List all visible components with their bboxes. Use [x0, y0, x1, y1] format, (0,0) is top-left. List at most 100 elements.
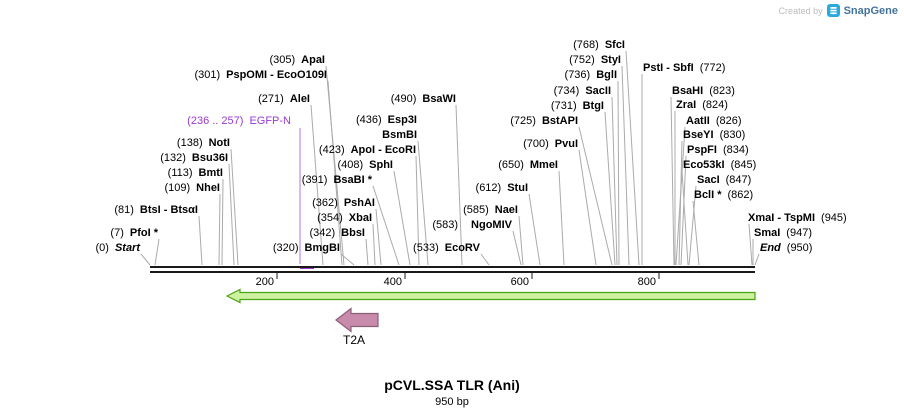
ruler-tick-label: 400 [383, 276, 402, 288]
connector [670, 96, 675, 266]
site-label-alei: (271) AleI [258, 93, 310, 105]
connector [512, 230, 522, 266]
site-label-eco53ki: Eco53kI (845) [683, 159, 757, 171]
backbone-orf-arrow [225, 288, 756, 304]
site-label-psti-sbfi: PstI - SbfI (772) [643, 62, 726, 74]
site-label-bbsi: (342) BbsI [309, 227, 365, 239]
site-label-xmai-tspmi: XmaI - TspMI (945) [748, 212, 847, 224]
connector [678, 140, 683, 266]
site-label-btgi: (731) BtgI [550, 100, 604, 112]
site-label-aatii: AatII (826) [686, 115, 742, 127]
connector [228, 163, 235, 266]
site-label-xbai: (354) XbaI [317, 212, 372, 224]
connector [604, 111, 616, 266]
connector [417, 140, 429, 266]
site-label-start: (0) Start [95, 242, 140, 254]
t2a-arrow [335, 307, 379, 333]
site-label-pspomi-ecoo109i: (301) PspOMI - EcoO109I [194, 69, 327, 81]
connector-lines [140, 50, 760, 266]
connector [528, 193, 541, 266]
feature-label-egfp-n: (236 .. 257) EGFP-N [187, 115, 291, 127]
site-label-mmei: (650) MmeI [498, 159, 558, 171]
site-label-bsahi: BsaHI (823) [672, 85, 735, 97]
plasmid-length: 950 bp [435, 396, 469, 408]
site-label-pfoi: (7) PfoI * [110, 227, 158, 239]
connector [154, 238, 160, 266]
connector [681, 170, 689, 266]
snapgene-brand-text: SnapGene [843, 4, 898, 17]
connector [230, 148, 239, 266]
site-label-bseyi: BseYI (830) [683, 129, 746, 141]
snapgene-logo-icon [826, 4, 840, 17]
connector [198, 215, 203, 266]
logo-band [829, 7, 837, 9]
site-label-bsabi: (391) BsaBI * [301, 174, 372, 186]
connector [221, 178, 224, 266]
connector [680, 155, 687, 266]
connector [372, 223, 376, 266]
site-label-zrai: ZraI (824) [676, 99, 728, 111]
connector [688, 185, 697, 266]
site-label-apoi-ecori: (423) ApoI - EcoRI [318, 144, 416, 156]
ruler-tick-label: 800 [637, 276, 656, 288]
site-label-bsawi: (490) BsaWI [390, 93, 456, 105]
t2a-feature-label: T2A [342, 333, 365, 347]
site-label-saci: SacI (847) [697, 174, 752, 186]
site-label-bstapi: (725) BstAPI [510, 115, 578, 127]
site-label-sphi: (408) SphI [337, 159, 393, 171]
site-label-styi: (752) StyI [569, 54, 621, 66]
site-label-end: End (950) [760, 242, 813, 254]
created-by-text: Created by [778, 5, 823, 16]
connector [625, 50, 640, 266]
connector [748, 223, 753, 266]
site-label-bsu36i: (132) Bsu36I [160, 152, 228, 164]
connector [340, 253, 355, 266]
connector [558, 170, 565, 266]
connector [455, 104, 463, 266]
ruler-tick-label: 600 [510, 276, 529, 288]
connector [578, 149, 597, 266]
site-label-stui: (612) StuI [475, 182, 528, 194]
ruler-ticks [276, 273, 660, 279]
site-label-sfci: (768) SfcI [573, 39, 625, 51]
connector [754, 253, 760, 266]
site-label-btsi-btsai: (81) BtsI - BtsαI [114, 204, 198, 216]
site-label-sacii: (734) SacII [553, 85, 611, 97]
connector [375, 208, 382, 266]
site-label-pvui: (700) PvuI [523, 138, 578, 150]
site-label-nhei: (109) NheI [164, 182, 220, 194]
connector [692, 200, 700, 266]
logo-band [829, 12, 837, 15]
site-label-smai: SmaI (947) [754, 227, 812, 239]
backbone-line-bottom [150, 271, 755, 273]
site-label-pspfi: PspFI (834) [687, 144, 749, 156]
ruler-tick-label: 200 [255, 276, 274, 288]
site-label-bmgbi: (320) BmgBI [272, 242, 340, 254]
backbone-line-top [150, 266, 755, 268]
plasmid-title: pCVL.SSA TLR (Ani) [384, 377, 520, 393]
site-label-apai: (305) ApaI [269, 54, 325, 66]
snapgene-watermark: Created by SnapGene [779, 4, 898, 17]
site-label-bsmbi: BsmBI [382, 129, 417, 141]
site-label-ecorv: (533) EcoRV [413, 242, 480, 254]
logo-band [829, 9, 837, 12]
site-label-naei: (585) NaeI [463, 204, 518, 216]
connector [310, 104, 324, 266]
site-label-pshai: (362) PshAI [312, 197, 375, 209]
connector [218, 193, 221, 266]
connector [621, 65, 630, 266]
connector [578, 126, 613, 266]
site-label-esp3i: (436) Esp3I [355, 114, 417, 126]
connector [393, 170, 411, 266]
connector [365, 238, 369, 266]
connector [480, 253, 490, 266]
site-label-bmti: (113) BmtI [167, 167, 223, 179]
site-label-ngomiv: (583) NgoMIV [432, 219, 512, 231]
connector [415, 155, 420, 266]
connector [611, 96, 618, 266]
connector [140, 253, 151, 266]
connector [325, 65, 345, 266]
connector [518, 215, 524, 266]
